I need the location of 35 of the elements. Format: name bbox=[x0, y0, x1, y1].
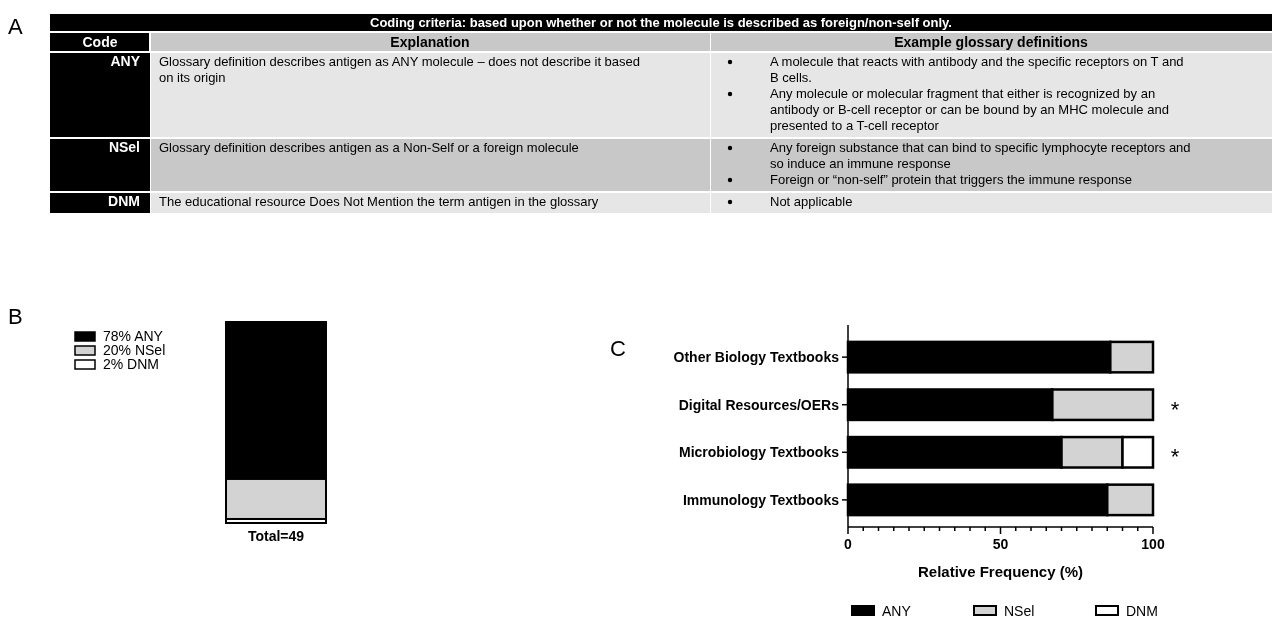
text: The educational resource Does Not Mention the term antigen in the glossary bbox=[159, 194, 599, 209]
text: A bbox=[8, 14, 23, 39]
y-tick-label: Microbiology Textbooks bbox=[679, 444, 840, 461]
text: B bbox=[8, 304, 23, 329]
category-label: Explanation bbox=[390, 34, 470, 50]
category-label: ANY bbox=[110, 53, 140, 69]
y-tick-label: Immunology Textbooks bbox=[682, 491, 840, 508]
x-tick-label: Total=49 bbox=[247, 528, 305, 544]
category-label: Code bbox=[82, 34, 118, 50]
x-tick-label: 50 bbox=[992, 536, 1009, 552]
category-label: Example glossary definitions bbox=[894, 34, 1089, 50]
y-tick-label: Other Biology Textbooks bbox=[673, 349, 840, 366]
x-tick-label: 0 bbox=[844, 536, 853, 552]
text: Coding criteria: based upon whether or not the molecule is described as foreign/non-self only. bbox=[370, 15, 952, 30]
text: Glossary definition describes antigen as a Non-Self or a foreign molecule bbox=[159, 140, 579, 155]
text: C bbox=[610, 336, 626, 361]
text: Any foreign substance that can bind to specific lymphocyte receptors and so induce an immune response bbox=[770, 140, 1191, 171]
x-tick-label: 100 bbox=[1141, 536, 1165, 552]
text: Any molecule or molecular fragment that either is recognized by an antibody or B-cell receptor or can be bound by an MHC molecule and presented to a T-cell receptor bbox=[770, 86, 1169, 133]
legend-label: ANY bbox=[882, 603, 912, 619]
x-axis-title: Relative Frequency (%) bbox=[917, 563, 1084, 580]
text: A molecule that reacts with antibody and the specific receptors on T and B cells. bbox=[770, 54, 1184, 85]
legend-label: 2% DNM bbox=[103, 356, 160, 372]
y-tick-label: Digital Resources/OERs bbox=[678, 396, 840, 413]
legend-label: DNM bbox=[1126, 603, 1158, 619]
text: Not applicable bbox=[770, 194, 853, 209]
annotation: * bbox=[1170, 396, 1180, 422]
category-label: NSel bbox=[108, 139, 140, 155]
text: Foreign or “non-self” protein that triggers the immune response bbox=[770, 172, 1133, 187]
legend-label: 20% NSel bbox=[103, 342, 166, 358]
legend-label: 78% ANY bbox=[103, 328, 164, 344]
legend-label: NSel bbox=[1004, 603, 1035, 619]
category-label: DNM bbox=[108, 193, 140, 209]
annotation: * bbox=[1170, 444, 1180, 470]
text: Glossary definition describes antigen as ANY molecule – does not describe it based on its origin bbox=[159, 54, 641, 85]
